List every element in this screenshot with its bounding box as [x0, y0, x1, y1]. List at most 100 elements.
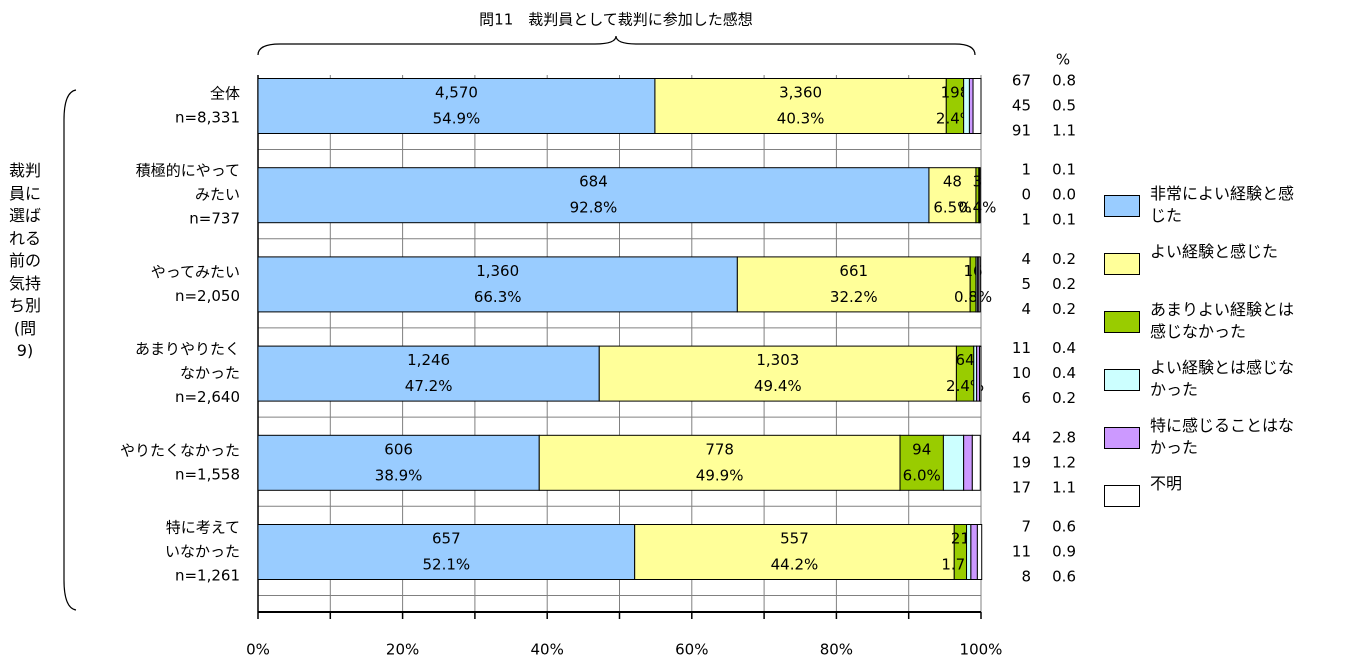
y-tick-label: いなかった — [165, 543, 240, 561]
value-label: 44.2% — [771, 556, 819, 574]
bar-segment — [257, 167, 930, 224]
value-label: 0.4 — [1052, 339, 1076, 357]
bar-segment — [979, 167, 981, 224]
y-tick-label: n=8,331 — [175, 109, 240, 127]
bar-segment — [979, 345, 982, 402]
count-label: 6 — [1021, 389, 1031, 407]
count-label: 67 — [1012, 72, 1031, 90]
value-label: 0.2 — [1052, 275, 1076, 293]
bar-segment — [634, 524, 955, 580]
value-label: 0.6 — [1052, 518, 1076, 536]
legend-label: よい経験とは感じなかった — [1150, 358, 1295, 399]
bar-segment — [257, 256, 738, 313]
value-label: 0.8% — [954, 288, 992, 306]
brace-left — [63, 89, 77, 611]
value-label: 66.3% — [474, 288, 522, 306]
y-axis-label: 裁判員に選ばれる前の気持ち別(問9) — [8, 161, 41, 360]
count-label: 11 — [1012, 339, 1031, 357]
legend-item: 非常によい経験と感じた — [1104, 180, 1344, 238]
x-tick-label: 20% — [386, 641, 419, 659]
y-tick-label: 特に考えて — [166, 519, 240, 537]
legend-label: あまりよい経験とは感じなかった — [1150, 300, 1295, 341]
bar-segment — [257, 434, 540, 491]
count-label: 94 — [912, 440, 931, 458]
value-label: 40.3% — [777, 110, 825, 128]
value-label: 49.4% — [754, 377, 802, 395]
legend-label: よい経験と感じた — [1150, 242, 1279, 261]
bar-segment — [978, 256, 981, 313]
bar-segment — [899, 434, 944, 491]
bar-segment — [654, 78, 947, 134]
bar-segment — [968, 78, 974, 134]
bar-segment — [976, 524, 983, 580]
bar-segment — [972, 78, 982, 134]
count-label: 1 — [1021, 161, 1031, 179]
count-label: 1,246 — [407, 351, 450, 369]
value-label: 0.1 — [1052, 161, 1076, 179]
bar-segment — [538, 434, 901, 491]
count-label: 4,570 — [435, 84, 478, 102]
legend-swatch — [1104, 369, 1140, 391]
y-tick-label: なかった — [180, 364, 240, 382]
count-label: 5 — [1021, 275, 1031, 293]
value-label: 0.0 — [1052, 186, 1076, 204]
legend: 非常によい経験と感じたよい経験と感じたあまりよい経験とは感じなかった よい経験とは… — [1104, 180, 1344, 528]
legend-swatch — [1104, 253, 1140, 275]
count-label: 606 — [384, 440, 413, 458]
y-tick-label: 全体 — [210, 85, 240, 103]
x-tick-label: 0% — [246, 641, 270, 659]
bar-segment — [963, 78, 970, 134]
brace-top — [257, 35, 976, 56]
value-label: 1.1 — [1052, 478, 1076, 496]
unit-label: % — [1056, 51, 1070, 69]
bar-segment — [736, 256, 971, 313]
value-label: 1.2 — [1052, 453, 1076, 471]
value-label: 47.2% — [405, 377, 453, 395]
count-label: 10 — [1012, 364, 1031, 382]
bar-segment — [970, 524, 978, 580]
legend-item: よい経験と感じた — [1104, 238, 1344, 296]
count-label: 778 — [705, 440, 734, 458]
y-tick-label: n=737 — [189, 210, 240, 228]
value-label: 38.9% — [375, 466, 423, 484]
count-label: 7 — [1021, 518, 1031, 536]
count-label: 4 — [1021, 300, 1031, 318]
count-label: 684 — [579, 173, 608, 191]
bar-segment — [257, 78, 656, 134]
bar-segment — [971, 434, 981, 491]
legend-item: あまりよい経験とは感じなかった — [1104, 296, 1344, 354]
count-label: 44 — [1012, 428, 1031, 446]
value-label: 0.2 — [1052, 300, 1076, 318]
y-tick-label: n=2,640 — [175, 388, 240, 406]
count-label: 19 — [1012, 453, 1031, 471]
legend-item: 不明 — [1104, 470, 1344, 528]
count-label: 48 — [943, 173, 962, 191]
value-label: 0.8 — [1052, 72, 1076, 90]
count-label: 661 — [839, 262, 868, 280]
value-label: 0.6 — [1052, 568, 1076, 586]
count-label: 8 — [1021, 568, 1031, 586]
legend-swatch — [1104, 195, 1140, 217]
legend-label: 非常によい経験と感じた — [1150, 184, 1295, 225]
count-label: 1 — [1021, 211, 1031, 229]
bar-segment — [257, 345, 600, 402]
count-label: 91 — [1012, 122, 1031, 140]
legend-swatch — [1104, 485, 1140, 507]
value-label: 0.9 — [1052, 543, 1076, 561]
x-tick-label: 60% — [675, 641, 708, 659]
count-label: 557 — [780, 530, 809, 548]
value-label: 0.4 — [1052, 364, 1076, 382]
chart-title: 問11 裁判員として裁判に参加した感想 — [479, 11, 753, 29]
legend-label: 特に感じることはなかった — [1150, 416, 1295, 457]
y-tick-label: n=1,261 — [175, 567, 240, 585]
count-label: 198 — [941, 84, 970, 102]
count-label: 3,360 — [779, 84, 822, 102]
value-label: 0.1 — [1052, 211, 1076, 229]
count-label: 0 — [1021, 186, 1031, 204]
y-tick-label: みたい — [195, 186, 240, 204]
bar-segment — [966, 524, 972, 580]
x-tick-label: 40% — [531, 641, 564, 659]
count-label: 64 — [956, 351, 975, 369]
